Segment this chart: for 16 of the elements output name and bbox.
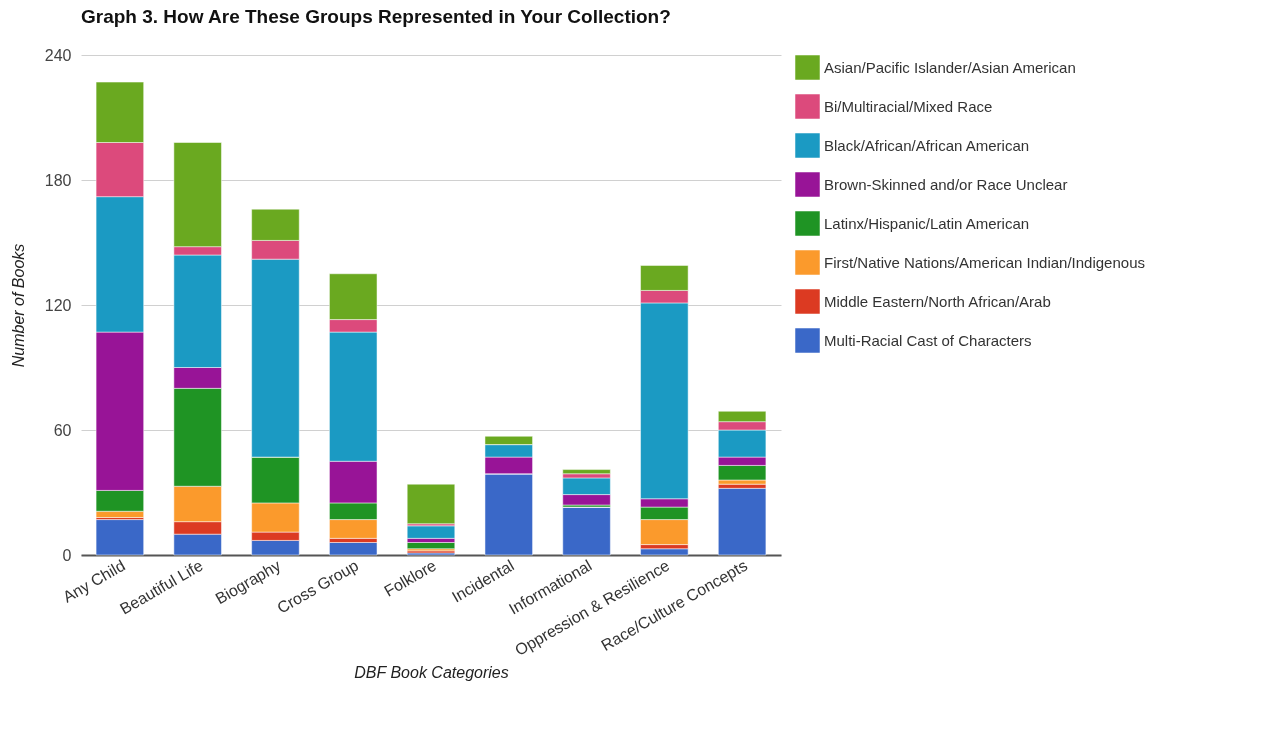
legend-label: Multi-Racial Cast of Characters — [824, 331, 1032, 349]
x-axis-title: DBF Book Categories — [354, 663, 509, 681]
y-tick-label: 60 — [53, 421, 72, 439]
y-tick-label: 240 — [44, 46, 72, 64]
y-tick-label: 0 — [62, 546, 72, 564]
y-tick-label: 180 — [44, 171, 72, 189]
legend-label: Middle Eastern/North African/Arab — [824, 292, 1051, 310]
y-tick-label: 120 — [44, 296, 72, 314]
legend-label: Asian/Pacific Islander/Asian American — [824, 58, 1076, 76]
legend-label: Brown-Skinned and/or Race Unclear — [824, 175, 1068, 193]
y-axis-title: Number of Books — [9, 243, 27, 368]
legend-label: Bi/Multiracial/Mixed Race — [824, 97, 993, 115]
legend-label: First/Native Nations/American Indian/Indigenous — [824, 253, 1145, 271]
chart-title: Graph 3. How Are These Groups Represented in Your Collection? — [81, 6, 671, 27]
legend-label: Black/African/African American — [824, 136, 1030, 154]
legend-label: Latinx/Hispanic/Latin American — [824, 214, 1030, 232]
